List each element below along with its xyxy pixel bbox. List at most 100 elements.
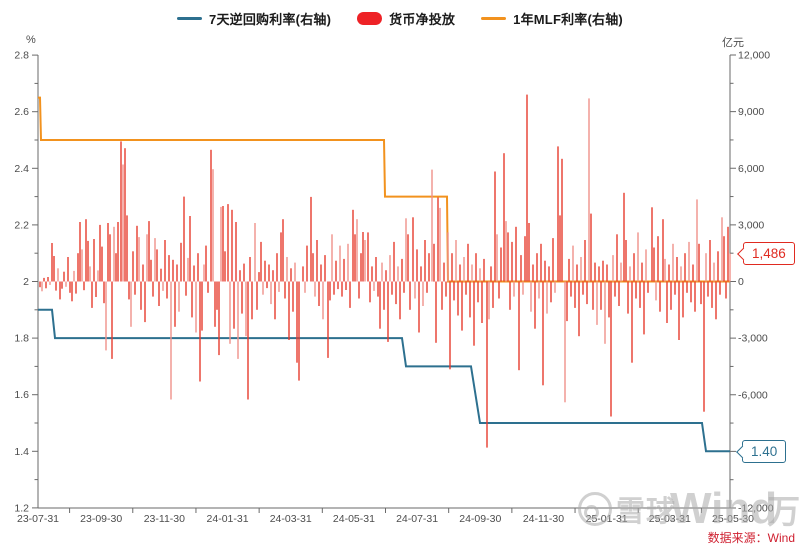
bar: [682, 281, 684, 318]
bar: [258, 272, 260, 282]
bar: [170, 281, 172, 400]
bar: [566, 281, 568, 322]
bar: [162, 281, 164, 291]
bar: [538, 281, 540, 299]
bar: [490, 266, 492, 282]
bar: [229, 281, 231, 344]
bar: [561, 158, 563, 282]
bar: [312, 253, 314, 282]
bar: [310, 196, 312, 282]
bar: [449, 281, 451, 370]
bar: [216, 281, 218, 310]
bar: [709, 240, 711, 282]
bar: [318, 281, 320, 306]
bar: [138, 237, 140, 282]
data-source-label: 数据来源：Wind: [707, 531, 795, 545]
legend-item-label: 货币净投放: [389, 11, 456, 27]
bar: [345, 281, 347, 290]
repo-rate-line: [38, 308, 730, 453]
tick-label: 3,000: [738, 219, 764, 231]
bar: [339, 245, 341, 282]
bar: [201, 281, 203, 331]
bar: [195, 281, 197, 333]
bar: [717, 251, 719, 282]
bar: [428, 253, 430, 282]
bar: [360, 253, 362, 282]
bar: [505, 221, 507, 282]
bar: [461, 281, 463, 331]
bar: [705, 253, 707, 282]
bar: [453, 281, 455, 301]
bar: [437, 197, 439, 282]
bar: [391, 281, 393, 295]
bar: [373, 281, 375, 291]
bar: [210, 149, 212, 282]
bar: [698, 243, 700, 282]
bar: [122, 164, 124, 282]
bar: [483, 258, 485, 282]
bar: [498, 281, 500, 299]
bar: [205, 245, 207, 282]
bar: [134, 281, 136, 295]
bar: [79, 222, 81, 282]
bar: [643, 281, 645, 335]
bar: [142, 264, 144, 282]
bar: [39, 281, 41, 288]
bar: [377, 281, 379, 297]
bar: [256, 281, 258, 310]
bar: [696, 199, 698, 282]
bar: [467, 243, 469, 282]
bar: [329, 281, 331, 301]
bar: [420, 266, 422, 282]
bar: [723, 236, 725, 282]
bar: [653, 247, 655, 282]
tick-label: -6,000: [738, 389, 768, 401]
bar: [711, 281, 713, 308]
tick-label: 24-07-31: [396, 513, 438, 525]
bar: [678, 281, 680, 340]
bar: [418, 281, 420, 333]
bar: [148, 221, 150, 282]
bar: [645, 249, 647, 282]
bar: [284, 281, 286, 299]
bar: [146, 234, 148, 282]
bar: [471, 264, 473, 282]
money-net-last-value-callout: 1,486: [737, 242, 795, 265]
tick-label: 24-01-31: [207, 513, 249, 525]
repo-rate-last-value-callout: 1.40: [736, 440, 787, 463]
bar: [237, 281, 239, 359]
bar: [272, 270, 274, 282]
bar: [635, 281, 637, 299]
tick-label: 12,000: [738, 50, 770, 62]
bar: [606, 264, 608, 282]
tick-label: 25-05-30: [712, 513, 754, 525]
bar: [422, 281, 424, 306]
bar: [224, 251, 226, 282]
bar: [686, 281, 688, 293]
bar: [457, 281, 459, 316]
bar: [608, 281, 610, 318]
bar: [150, 259, 152, 282]
bar: [107, 223, 109, 282]
bar: [688, 241, 690, 282]
bar: [327, 281, 329, 358]
bar: [694, 281, 696, 312]
bar: [496, 234, 498, 282]
bar: [227, 204, 229, 282]
bar: [707, 281, 709, 297]
bar: [721, 217, 723, 282]
bar: [172, 259, 174, 282]
bar: [524, 236, 526, 282]
bar: [191, 281, 193, 318]
bar: [45, 281, 47, 289]
bar: [594, 262, 596, 282]
bar: [557, 146, 559, 282]
bar: [180, 242, 182, 282]
bar: [367, 232, 369, 282]
bar: [81, 249, 83, 282]
bar: [113, 226, 115, 282]
bar: [61, 281, 63, 289]
bar: [719, 281, 721, 295]
bar: [249, 257, 251, 282]
tick-label: 1.4: [14, 446, 29, 458]
